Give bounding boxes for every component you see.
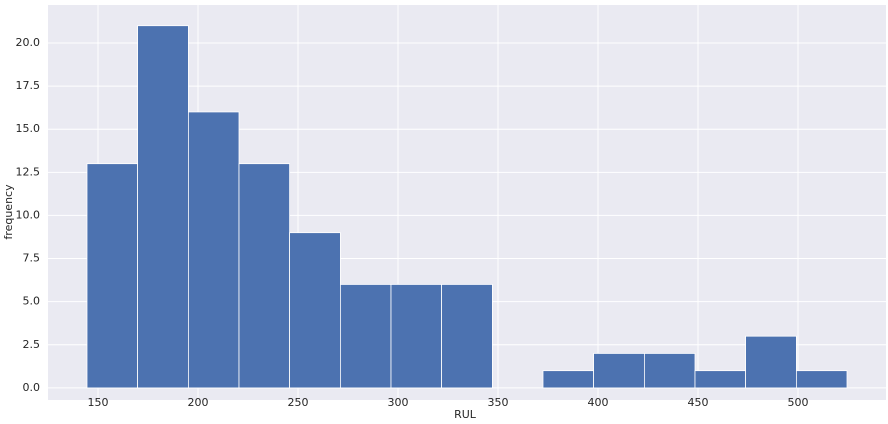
- bar: [86, 163, 138, 389]
- y-tick-label: 7.5: [23, 252, 41, 265]
- x-tick-label: 150: [88, 396, 109, 409]
- x-tick-label: 200: [188, 396, 209, 409]
- bar: [694, 370, 746, 389]
- bar: [593, 353, 645, 389]
- bar: [390, 284, 442, 389]
- y-tick-label: 10.0: [16, 208, 41, 221]
- bar: [289, 232, 341, 389]
- bar: [187, 111, 240, 389]
- y-tick-label: 20.0: [16, 36, 41, 49]
- y-tick-label: 17.5: [16, 79, 41, 92]
- bar: [745, 335, 797, 389]
- bar: [339, 284, 392, 389]
- x-tick-label: 350: [488, 396, 509, 409]
- y-tick-label: 12.5: [16, 165, 41, 178]
- x-axis-label: RUL: [454, 408, 477, 421]
- x-tick-label: 400: [588, 396, 609, 409]
- y-tick-label: 0.0: [23, 381, 41, 394]
- bar: [441, 284, 493, 389]
- y-tick-label: 2.5: [23, 338, 41, 351]
- y-tick-label: 5.0: [23, 295, 41, 308]
- bar: [796, 370, 848, 389]
- x-tick-label: 250: [288, 396, 309, 409]
- bar: [644, 353, 696, 389]
- bar: [542, 370, 594, 389]
- bar: [137, 25, 189, 389]
- x-tick-label: 300: [388, 396, 409, 409]
- bar: [238, 163, 290, 389]
- x-tick-label: 450: [688, 396, 709, 409]
- y-axis-label: frequency: [2, 184, 15, 240]
- x-tick-label: 500: [788, 396, 809, 409]
- y-tick-label: 15.0: [16, 122, 41, 135]
